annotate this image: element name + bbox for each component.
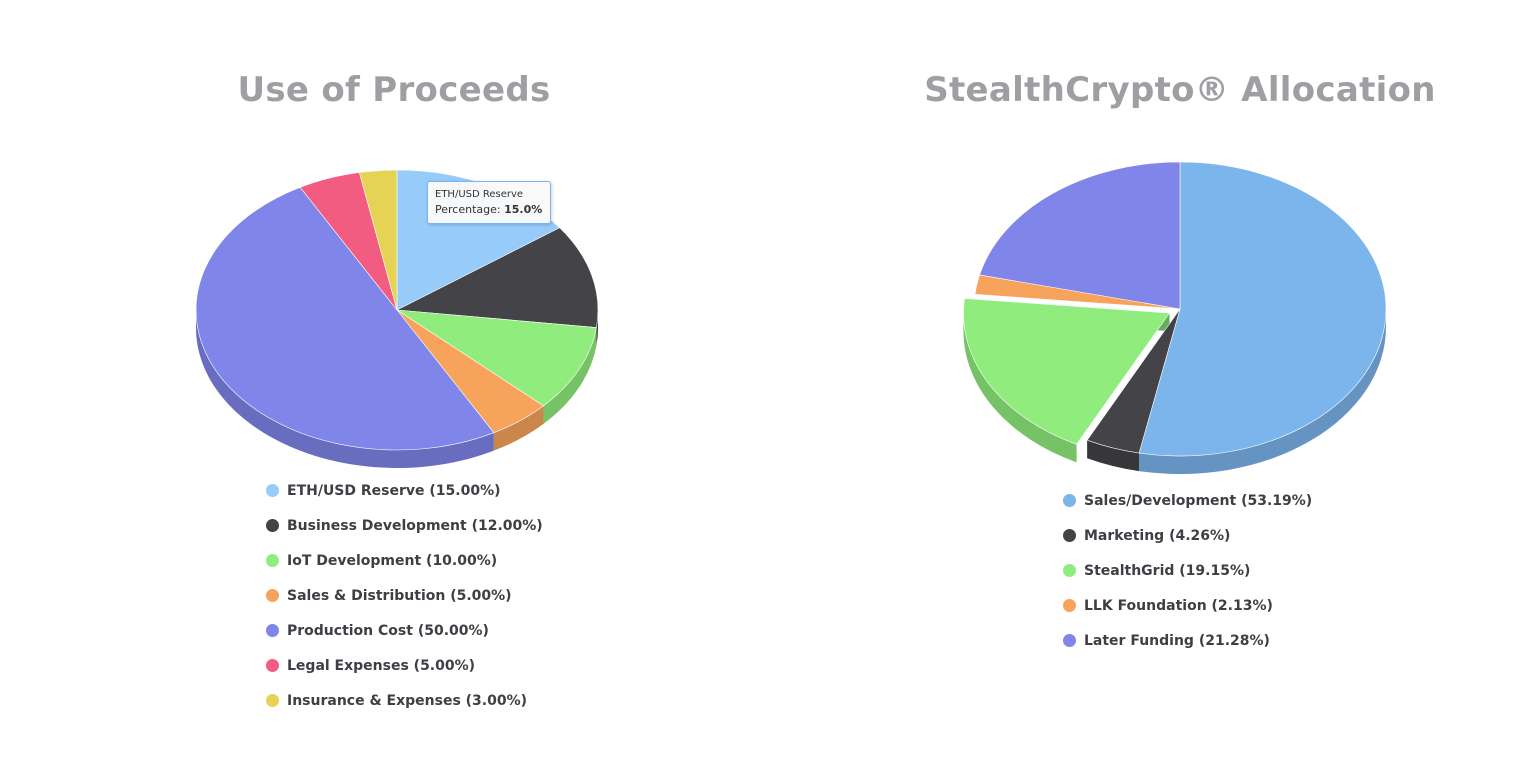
legend-label: ETH/USD Reserve (15.00%)	[287, 482, 501, 499]
legend-item-eth-usd-reserve[interactable]: ETH/USD Reserve (15.00%)	[266, 473, 543, 508]
pie-slice-stealthgrid[interactable]	[963, 298, 1170, 445]
pie-side-marketing	[1087, 440, 1140, 472]
pie-chart	[963, 161, 1387, 474]
legend-symbol	[266, 519, 279, 532]
pie-chart	[195, 169, 599, 468]
legend-symbol	[266, 659, 279, 672]
chart-legend: ETH/USD Reserve (15.00%) Business Develop…	[266, 473, 543, 718]
legend-label: Legal Expenses (5.00%)	[287, 657, 476, 674]
stealthcrypto-allocation-chart: StealthCrypto® Allocation Sales/Developm…	[790, 0, 1529, 776]
legend-label: Marketing (4.26%)	[1084, 527, 1231, 544]
pie-side-sales-development	[1139, 309, 1386, 474]
legend-symbol	[1063, 494, 1076, 507]
chart-legend: Sales/Development (53.19%) Marketing (4.2…	[1063, 483, 1312, 658]
legend-item-legal-expenses[interactable]: Legal Expenses (5.00%)	[266, 648, 543, 683]
pie-side-stealthgrid	[963, 313, 1077, 463]
legend-label: Sales/Development (53.19%)	[1084, 492, 1313, 509]
pie-side-sales-distribution	[493, 405, 544, 451]
legend-label: LLK Foundation (2.13%)	[1084, 597, 1273, 614]
legend-item-production-cost[interactable]: Production Cost (50.00%)	[266, 613, 543, 648]
pie-slice-business-development[interactable]	[396, 227, 599, 328]
legend-item-insurance-expenses[interactable]: Insurance & Expenses (3.00%)	[266, 683, 543, 718]
chart-title: StealthCrypto® Allocation	[924, 70, 1436, 110]
chart-tooltip: ETH/USD Reserve Percentage: 15.0%	[427, 181, 552, 224]
legend-symbol	[1063, 564, 1076, 577]
legend-item-iot-development[interactable]: IoT Development (10.00%)	[266, 543, 543, 578]
pie-side-iot-development	[543, 327, 597, 424]
legend-symbol	[1063, 634, 1076, 647]
legend-label: StealthGrid (19.15%)	[1084, 562, 1251, 579]
tooltip-value: 15.0%	[504, 203, 543, 216]
legend-label: Later Funding (21.28%)	[1084, 632, 1270, 649]
legend-label: Insurance & Expenses (3.00%)	[287, 692, 528, 709]
pie-slice-marketing[interactable]	[1086, 308, 1181, 454]
tooltip-label: Percentage:	[435, 203, 501, 216]
use-of-proceeds-chart: Use of Proceeds ETH/USD Reserve Percenta…	[195, 70, 599, 718]
legend-item-stealthgrid[interactable]: StealthGrid (19.15%)	[1063, 553, 1312, 588]
legend-label: IoT Development (10.00%)	[287, 552, 498, 569]
pie-slice-later-funding[interactable]	[979, 161, 1181, 310]
pie-slice-insurance-expenses[interactable]	[359, 169, 398, 311]
pie-slice-production-cost[interactable]	[195, 187, 495, 451]
legend-item-later-funding[interactable]: Later Funding (21.28%)	[1063, 623, 1312, 658]
legend-symbol	[1063, 529, 1076, 542]
legend-symbol	[1063, 599, 1076, 612]
legend-symbol	[266, 624, 279, 637]
pie-slice-sales-development[interactable]	[1138, 161, 1387, 457]
legend-symbol	[266, 554, 279, 567]
pie-slice-iot-development[interactable]	[396, 309, 597, 407]
legend-label: Sales & Distribution (5.00%)	[287, 587, 512, 604]
legend-item-business-development[interactable]: Business Development (12.00%)	[266, 508, 543, 543]
legend-symbol	[266, 694, 279, 707]
legend-item-sales-development[interactable]: Sales/Development (53.19%)	[1063, 483, 1312, 518]
pie-side-production-cost	[196, 310, 494, 468]
tooltip-title: ETH/USD Reserve	[435, 189, 524, 200]
legend-item-marketing[interactable]: Marketing (4.26%)	[1063, 518, 1312, 553]
legend-item-llk-foundation[interactable]: LLK Foundation (2.13%)	[1063, 588, 1312, 623]
chart-title: Use of Proceeds	[237, 70, 551, 110]
legend-item-sales-distribution[interactable]: Sales & Distribution (5.00%)	[266, 578, 543, 613]
legend-label: Production Cost (50.00%)	[287, 622, 489, 639]
legend-symbol	[266, 484, 279, 497]
legend-label: Business Development (12.00%)	[287, 517, 543, 534]
legend-symbol	[266, 589, 279, 602]
